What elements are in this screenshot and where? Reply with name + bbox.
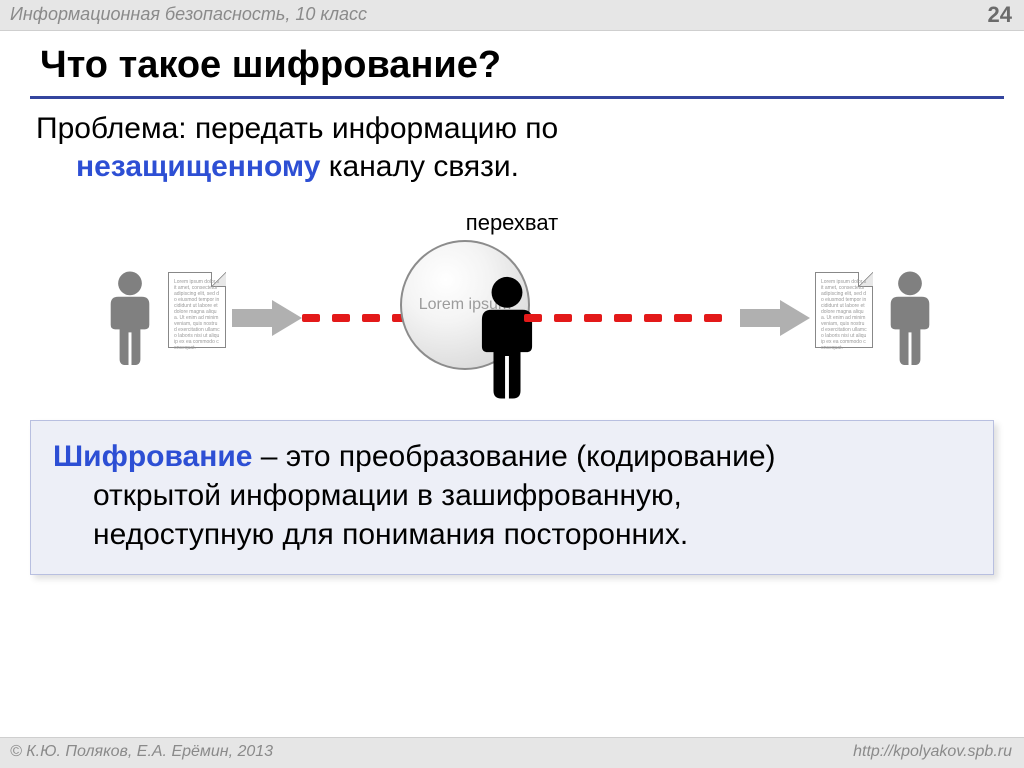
dash-segment xyxy=(332,314,350,322)
title-underline xyxy=(30,96,1004,99)
footer-bar: © К.Ю. Поляков, Е.А. Ерёмин, 2013 http:/… xyxy=(0,737,1024,768)
slide: Информационная безопасность, 10 класс 24… xyxy=(0,0,1024,768)
dash-segment xyxy=(362,314,380,322)
sender-doc-text: Lorem ipsum dolor sit amet, consectetur … xyxy=(174,279,220,351)
dash-segment xyxy=(674,314,692,322)
dash-segment xyxy=(584,314,602,322)
diagram: перехват Lorem ipsum dolor sit amet, con… xyxy=(0,210,1024,410)
dash-segment xyxy=(554,314,572,322)
slide-title: Что такое шифрование? xyxy=(40,44,501,87)
dash-segment xyxy=(704,314,722,322)
definition-line1: это преобразование (кодирование) xyxy=(286,440,776,473)
problem-line1: передать информацию по xyxy=(195,112,558,145)
dash-segment xyxy=(644,314,662,322)
definition-box: Шифрование – это преобразование (кодиров… xyxy=(30,420,994,575)
page-number: 24 xyxy=(988,2,1012,28)
sender-document-icon: Lorem ipsum dolor sit amet, consectetur … xyxy=(168,272,226,348)
dash-segment xyxy=(614,314,632,322)
definition-dash: – xyxy=(252,440,285,473)
arrow-right-icon xyxy=(740,300,810,336)
footer-url: http://kpolyakov.spb.ru xyxy=(853,743,1012,761)
problem-prefix: Проблема: xyxy=(36,112,195,145)
dash-segment xyxy=(524,314,542,322)
definition-line3: недоступную для понимания посторонних. xyxy=(53,515,971,554)
definition-line2: открытой информации в зашифрованную, xyxy=(53,476,971,515)
receiver-person-icon xyxy=(880,270,940,365)
course-title: Информационная безопасность, 10 класс xyxy=(10,4,367,25)
arrow-left-icon xyxy=(232,300,302,336)
header-bar: Информационная безопасность, 10 класс 24 xyxy=(0,0,1024,31)
problem-keyword: незащищенному xyxy=(76,150,320,183)
interceptor-person-icon xyxy=(468,275,546,399)
problem-text: Проблема: передать информацию по незащищ… xyxy=(36,110,984,185)
sender-person-icon xyxy=(100,270,160,365)
receiver-document-icon: Lorem ipsum dolor sit amet, consectetur … xyxy=(815,272,873,348)
dash-segment xyxy=(302,314,320,322)
diagram-label: перехват xyxy=(0,210,1024,236)
problem-line2: каналу связи. xyxy=(320,150,519,183)
definition-term: Шифрование xyxy=(53,440,252,473)
footer-copyright: © К.Ю. Поляков, Е.А. Ерёмин, 2013 xyxy=(10,743,273,761)
receiver-doc-text: Lorem ipsum dolor sit amet, consectetur … xyxy=(821,279,867,351)
